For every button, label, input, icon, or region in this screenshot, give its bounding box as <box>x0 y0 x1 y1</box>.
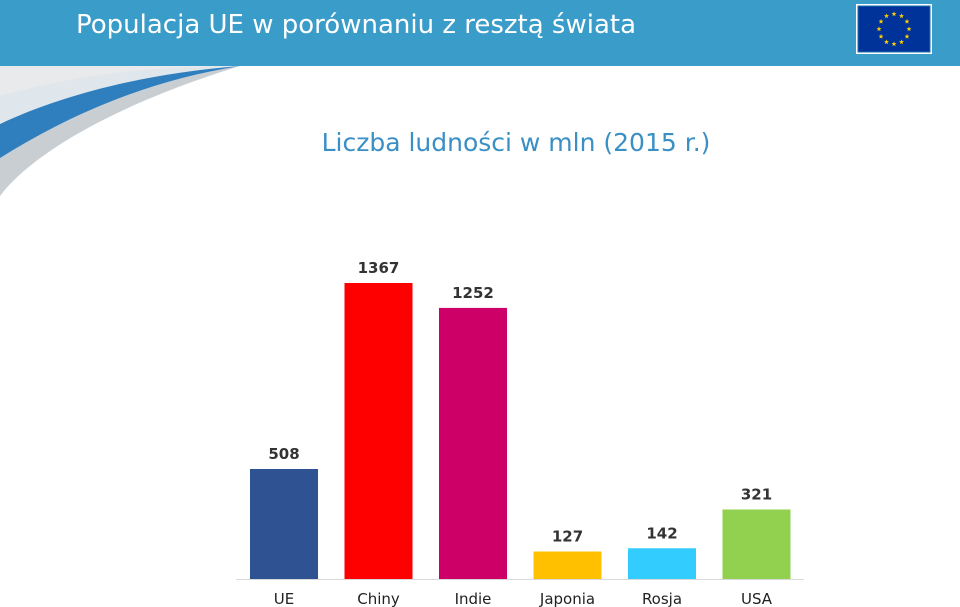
flag-star <box>904 33 910 39</box>
flag-star <box>876 26 882 32</box>
chart-title: Liczba ludności w mln (2015 r.) <box>321 128 711 157</box>
flag-star <box>891 41 897 47</box>
bar-indie <box>439 307 507 579</box>
flag-star <box>904 18 910 24</box>
page-title: Populacja UE w porównaniu z resztą świat… <box>76 10 637 40</box>
flag-star <box>899 13 904 19</box>
x-tick-label-ue: UE <box>274 590 294 607</box>
bar-rosja <box>628 548 696 579</box>
bar-ue <box>250 469 318 579</box>
decorative-swoosh <box>0 66 240 196</box>
data-label-ue: 508 <box>268 445 299 463</box>
data-label-indie: 1252 <box>452 284 494 302</box>
header-bar: Populacja UE w porównaniu z resztą świat… <box>0 0 960 66</box>
flag-star <box>906 26 912 32</box>
flag-star <box>878 18 884 24</box>
data-label-chiny: 1367 <box>358 259 400 277</box>
bar-japonia <box>533 551 602 579</box>
bar-chiny <box>344 283 413 579</box>
x-tick-label-chiny: Chiny <box>357 590 400 607</box>
x-tick-label-rosja: Rosja <box>642 590 682 607</box>
bar-usa <box>722 509 791 579</box>
flag-star <box>884 13 889 19</box>
x-tick-label-indie: Indie <box>455 590 492 607</box>
x-tick-label-japonia: Japonia <box>539 590 595 607</box>
flag-star <box>878 33 884 39</box>
data-label-japonia: 127 <box>552 528 583 546</box>
flag-star <box>891 11 897 17</box>
eu-flag-icon <box>856 4 932 54</box>
flag-star <box>899 39 904 45</box>
flag-star <box>884 39 889 45</box>
data-label-usa: 321 <box>741 485 772 503</box>
x-tick-label-usa: USA <box>741 590 773 607</box>
data-label-rosja: 142 <box>646 524 677 542</box>
